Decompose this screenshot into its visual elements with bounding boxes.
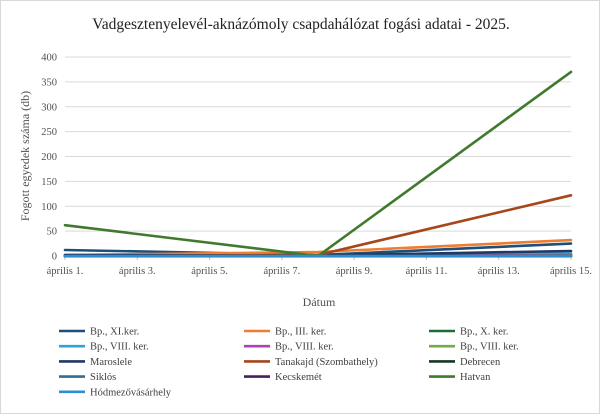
y-tick-label: 100 [41,202,57,213]
legend-label: Bp., VIII. ker. [460,342,519,353]
y-tick-label: 350 [41,77,57,88]
legend-label: Hatvan [460,372,491,383]
legend-label: Debrecen [460,357,501,368]
legend-label: Bp., VIII. ker. [90,342,149,353]
legend-label: Siklós [90,372,116,383]
x-tick-label: április 3. [119,266,156,277]
x-tick-label: április 15. [550,266,592,277]
legend-label: Bp., III. ker. [275,327,326,338]
series-layer [63,70,573,258]
legend-label: Bp., X. ker. [460,327,508,338]
y-tick-label: 300 [41,102,57,113]
x-tick-label: április 5. [191,266,228,277]
gridlines [65,56,571,232]
legend: Bp., XI.ker. Bp., III. ker. Bp., X. ker. Bp… [59,327,519,398]
y-tick-label: 400 [41,53,57,64]
legend-label: Bp., VIII. ker. [275,342,334,353]
x-tick-label: április 1. [47,266,84,277]
x-tick-label: április 7. [263,266,300,277]
chart-title: Vadgesztenyelevél-aknázómoly csapdahálóz… [92,16,509,33]
y-tick-label: 0 [52,252,57,263]
legend-label: Tanakajd (Szombathely) [275,357,378,368]
x-tick-label: április 13. [478,266,520,277]
legend-label: Bp., XI.ker. [90,327,139,338]
y-tick-label: 200 [41,152,57,163]
x-axis-title: Dátum [303,295,336,309]
y-tick-label: 150 [41,177,57,188]
y-tick-label: 250 [41,127,57,138]
legend-label: Kecskemét [275,372,322,383]
y-axis-title: Fogott egyedek száma (db) [18,91,32,221]
legend-label: Hódmezővásárhely [90,387,172,398]
legend-label: Maroslele [90,357,132,368]
x-tick-label: április 11. [406,266,448,277]
series-line [63,70,573,258]
x-tick-label: április 9. [336,266,373,277]
y-tick-label: 50 [47,227,58,238]
